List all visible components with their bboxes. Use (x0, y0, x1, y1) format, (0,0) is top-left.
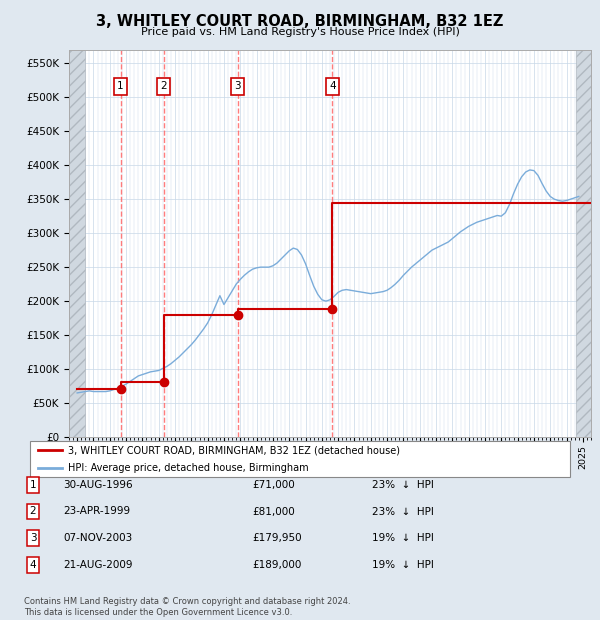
Text: £81,000: £81,000 (252, 507, 295, 516)
Text: 1: 1 (117, 81, 124, 91)
Text: 3, WHITLEY COURT ROAD, BIRMINGHAM, B32 1EZ: 3, WHITLEY COURT ROAD, BIRMINGHAM, B32 1… (97, 14, 503, 29)
Text: 1: 1 (29, 480, 37, 490)
Text: 4: 4 (29, 560, 37, 570)
Text: 23-APR-1999: 23-APR-1999 (63, 507, 130, 516)
Text: £71,000: £71,000 (252, 480, 295, 490)
Text: 21-AUG-2009: 21-AUG-2009 (63, 560, 133, 570)
Text: 30-AUG-1996: 30-AUG-1996 (63, 480, 133, 490)
Text: 2: 2 (29, 507, 37, 516)
Text: HPI: Average price, detached house, Birmingham: HPI: Average price, detached house, Birm… (68, 463, 308, 474)
Text: 23%  ↓  HPI: 23% ↓ HPI (372, 480, 434, 490)
Text: 07-NOV-2003: 07-NOV-2003 (63, 533, 132, 543)
Text: 3: 3 (29, 533, 37, 543)
Text: £189,000: £189,000 (252, 560, 301, 570)
Text: 19%  ↓  HPI: 19% ↓ HPI (372, 560, 434, 570)
Text: 3, WHITLEY COURT ROAD, BIRMINGHAM, B32 1EZ (detached house): 3, WHITLEY COURT ROAD, BIRMINGHAM, B32 1… (68, 445, 400, 456)
Text: 4: 4 (329, 81, 335, 91)
Text: 23%  ↓  HPI: 23% ↓ HPI (372, 507, 434, 516)
Text: 2: 2 (160, 81, 167, 91)
Bar (576, 50, 591, 437)
Text: Price paid vs. HM Land Registry's House Price Index (HPI): Price paid vs. HM Land Registry's House … (140, 27, 460, 37)
FancyBboxPatch shape (30, 441, 570, 477)
Text: Contains HM Land Registry data © Crown copyright and database right 2024.
This d: Contains HM Land Registry data © Crown c… (24, 598, 350, 617)
Text: 3: 3 (235, 81, 241, 91)
Text: 19%  ↓  HPI: 19% ↓ HPI (372, 533, 434, 543)
Bar (69, 50, 85, 437)
Text: £179,950: £179,950 (252, 533, 302, 543)
